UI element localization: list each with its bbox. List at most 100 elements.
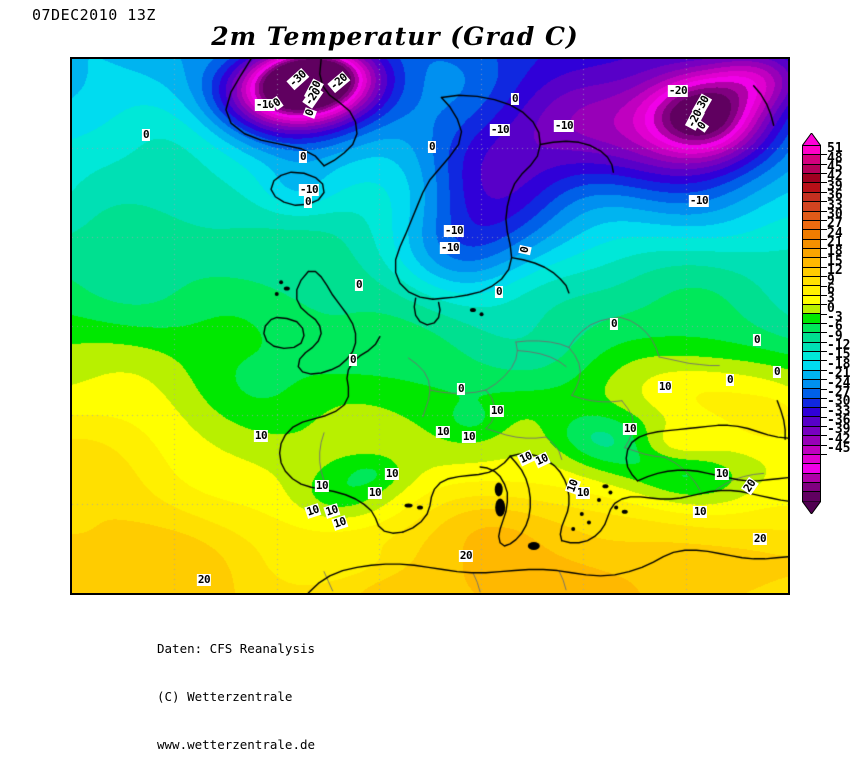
color-scale-tick — [821, 388, 827, 390]
color-scale-swatch — [803, 426, 820, 437]
color-scale-label: -9 — [827, 328, 843, 344]
color-scale-swatch — [803, 389, 820, 399]
color-scale-swatch — [803, 408, 820, 418]
color-scale-label: 6 — [827, 281, 835, 297]
contour-label: 10 — [489, 404, 505, 417]
color-scale-swatch — [803, 370, 820, 380]
color-scale-tick — [821, 163, 827, 165]
color-scale-swatch — [803, 351, 820, 362]
date-stamp: 07DEC2010 13Z — [32, 6, 156, 24]
color-scale-swatch — [803, 379, 820, 390]
color-scale-tick — [821, 332, 827, 334]
color-scale-swatch — [803, 220, 820, 231]
color-scale-label: 36 — [827, 188, 843, 204]
contour-label: 10 — [384, 467, 400, 480]
contour-label: 0 — [354, 278, 364, 291]
color-scale-label: 33 — [827, 197, 843, 213]
page-title: 2m Temperatur (Grad C) — [211, 22, 579, 51]
contour-label: 0 — [752, 333, 762, 346]
color-scale-bar — [802, 145, 821, 502]
color-scale-swatch — [803, 417, 820, 427]
contour-label: 0 — [772, 365, 782, 378]
color-scale-label: -6 — [827, 319, 843, 335]
contour-label: 0 — [510, 92, 520, 105]
color-scale-label: 21 — [827, 235, 843, 251]
color-scale-label: -24 — [827, 375, 850, 391]
attribution-footer: Daten: CFS Reanalysis (C) Wetterzentrale… — [157, 609, 315, 769]
color-scale-tick — [821, 416, 827, 418]
color-scale-swatch — [803, 464, 820, 474]
color-scale-swatch — [803, 248, 820, 259]
contour-label: 10 — [314, 479, 330, 492]
contour-label: 20 — [752, 532, 768, 545]
color-scale-label: -15 — [827, 347, 850, 363]
contour-label: 10 — [622, 422, 638, 435]
contour-label: 10 — [461, 430, 477, 443]
contour-label: 10 — [714, 467, 730, 480]
contour-label: 0 — [494, 285, 504, 298]
color-scale-swatch — [803, 305, 820, 315]
color-scale-swatch — [803, 473, 820, 483]
color-scale-label: -18 — [827, 356, 850, 372]
color-scale-swatch — [803, 277, 820, 287]
contour-label: 20 — [458, 549, 474, 562]
color-scale-label: 27 — [827, 216, 843, 232]
color-scale-tick — [821, 294, 827, 296]
color-scale-label: -36 — [827, 413, 850, 429]
color-scale-label: 18 — [827, 244, 843, 260]
contour-label: 0 — [141, 128, 151, 141]
color-scale-tick — [821, 248, 827, 250]
color-scale-label: -21 — [827, 366, 850, 382]
color-scale-swatch — [803, 454, 820, 465]
color-scale-swatch — [803, 333, 820, 343]
contour-label: 0 — [456, 382, 466, 395]
color-scale-tick — [821, 407, 827, 409]
color-scale-tick — [821, 219, 827, 221]
contour-label: -10 — [254, 98, 276, 111]
color-scale-label: 3 — [827, 291, 835, 307]
color-scale-swatch — [803, 155, 820, 165]
contour-label: 10 — [692, 505, 708, 518]
color-scale-tick — [821, 238, 827, 240]
color-scale-swatch — [803, 342, 820, 352]
color-scale-label: 9 — [827, 272, 835, 288]
color-scale-tick — [821, 454, 827, 456]
color-scale-swatch — [803, 361, 820, 371]
color-scale-tick — [821, 201, 827, 203]
color-scale-label: 51 — [827, 141, 843, 157]
contour-label: 20 — [196, 573, 212, 586]
color-scale-label: -30 — [827, 394, 850, 410]
color-scale-tick — [821, 154, 827, 156]
color-scale-swatch — [803, 239, 820, 249]
contour-label: 10 — [367, 486, 383, 499]
contour-label: 10 — [435, 425, 451, 438]
color-scale-label: 12 — [827, 263, 843, 279]
contour-label: 10 — [657, 380, 673, 393]
footer-website: www.wetterzentrale.de — [157, 737, 316, 752]
color-scale-swatch — [803, 164, 820, 175]
color-scale-label: 0 — [827, 300, 835, 316]
contour-label: -20 — [667, 84, 689, 97]
scale-arrow-bottom-icon — [802, 501, 821, 514]
color-scale-tick — [821, 229, 827, 231]
color-scale-swatch — [803, 286, 820, 296]
color-scale-label: -42 — [827, 431, 850, 447]
color-scale-tick — [821, 285, 827, 287]
color-scale-tick — [821, 323, 827, 324]
color-scale-tick — [821, 341, 827, 343]
color-scale-swatch — [803, 174, 820, 184]
color-scale-swatch — [803, 323, 820, 334]
color-scale-tick — [821, 313, 827, 315]
color-scale-swatch — [803, 398, 820, 409]
map-panel[interactable]: -30-20-30-20-100000-10000-10-10-20-30-20… — [70, 57, 790, 595]
color-scale-tick — [821, 369, 827, 371]
contour-label: -10 — [489, 123, 511, 136]
color-scale-swatch — [803, 482, 820, 493]
contour-label: 0 — [303, 195, 313, 208]
color-scale-swatch — [803, 267, 820, 278]
color-scale-label: -45 — [827, 441, 850, 457]
color-scale-swatch — [803, 202, 820, 212]
color-scale-label: 30 — [827, 206, 843, 222]
color-scale-swatch — [803, 230, 820, 240]
footer-data-source: Daten: CFS Reanalysis — [157, 641, 316, 656]
